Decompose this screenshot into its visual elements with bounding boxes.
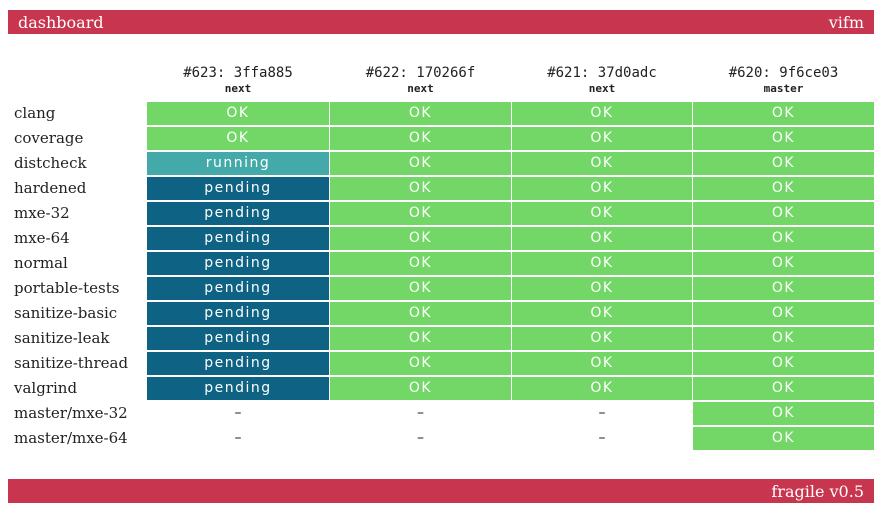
branch-label: next	[588, 82, 616, 95]
status-empty: –	[417, 405, 424, 421]
status-cell-ok[interactable]: OK	[330, 277, 511, 300]
status-cell-ok[interactable]: OK	[512, 352, 692, 375]
status-cell-ok[interactable]: OK	[147, 102, 329, 125]
project-link[interactable]: vifm	[828, 12, 864, 32]
status-cell-ok[interactable]: OK	[693, 127, 874, 150]
build-name: mxe-32	[14, 204, 70, 222]
version-label: fragile v0.5	[771, 481, 864, 501]
status-cell-pending[interactable]: pending	[147, 202, 329, 225]
status-cell-ok[interactable]: OK	[330, 327, 511, 350]
status-cell-ok[interactable]: OK	[693, 302, 874, 325]
header-bar: dashboard vifm	[8, 10, 874, 34]
status-cell-pending[interactable]: pending	[147, 252, 329, 275]
commit-link[interactable]: #620: 9f6ce03	[728, 65, 839, 81]
status-cell-ok[interactable]: OK	[693, 427, 874, 450]
status-cell-ok[interactable]: OK	[512, 102, 692, 125]
status-empty: –	[234, 430, 242, 446]
status-cell-pending[interactable]: pending	[147, 352, 329, 375]
status-cell-ok[interactable]: OK	[330, 152, 511, 175]
status-cell-ok[interactable]: OK	[330, 177, 511, 200]
status-cell-ok[interactable]: OK	[512, 152, 692, 175]
status-cell-ok[interactable]: OK	[330, 252, 511, 275]
status-cell-pending[interactable]: pending	[147, 227, 329, 250]
status-cell-ok[interactable]: OK	[512, 127, 692, 150]
status-cell-ok[interactable]: OK	[512, 302, 692, 325]
status-cell-ok[interactable]: OK	[330, 227, 511, 250]
status-cell-ok[interactable]: OK	[512, 327, 692, 350]
column-header: #620: 9f6ce03 master	[694, 64, 874, 96]
branch-label: next	[224, 82, 252, 95]
status-cell-pending[interactable]: pending	[147, 327, 329, 350]
status-cell-pending[interactable]: pending	[147, 377, 329, 400]
commit-link[interactable]: #623: 3ffa885	[183, 65, 293, 81]
status-cell-ok[interactable]: OK	[693, 102, 874, 125]
status-cell-ok[interactable]: OK	[693, 327, 874, 350]
status-cell-ok[interactable]: OK	[693, 402, 874, 425]
status-cell-ok[interactable]: OK	[512, 227, 692, 250]
commit-link[interactable]: #621: 37d0adc	[547, 65, 657, 81]
status-cell-ok[interactable]: OK	[693, 227, 874, 250]
status-cell-pending[interactable]: pending	[147, 302, 329, 325]
status-cell-ok[interactable]: OK	[330, 352, 511, 375]
status-cell-ok[interactable]: OK	[512, 377, 692, 400]
column-header: #622: 170266f next	[331, 64, 511, 96]
build-name: hardened	[14, 179, 87, 197]
status-empty: –	[598, 430, 606, 446]
branch-label: next	[407, 82, 434, 95]
status-cell-pending[interactable]: pending	[147, 177, 329, 200]
status-cell-running[interactable]: running	[147, 152, 329, 175]
status-cell-ok[interactable]: OK	[693, 252, 874, 275]
status-cell-ok[interactable]: OK	[693, 377, 874, 400]
status-cell-ok[interactable]: OK	[330, 377, 511, 400]
status-cell-ok[interactable]: OK	[147, 127, 329, 150]
status-cell-ok[interactable]: OK	[512, 177, 692, 200]
build-name: sanitize-thread	[14, 354, 129, 372]
build-name: distcheck	[14, 154, 87, 172]
build-name: master/mxe-32	[14, 404, 128, 422]
status-empty: –	[234, 405, 242, 421]
column-header: #621: 37d0adc next	[512, 64, 692, 96]
commit-link[interactable]: #622: 170266f	[365, 65, 476, 81]
status-cell-ok[interactable]: OK	[330, 127, 511, 150]
status-cell-ok[interactable]: OK	[512, 252, 692, 275]
status-cell-pending[interactable]: pending	[147, 277, 329, 300]
build-name: master/mxe-64	[14, 429, 128, 447]
build-name: sanitize-leak	[14, 329, 110, 347]
build-name: normal	[14, 254, 68, 272]
status-cell-ok[interactable]: OK	[330, 302, 511, 325]
branch-label: master	[763, 82, 804, 95]
build-name: mxe-64	[14, 229, 70, 247]
status-empty: –	[598, 405, 606, 421]
column-header: #623: 3ffa885 next	[148, 64, 328, 96]
build-name: coverage	[14, 129, 84, 147]
build-name: portable-tests	[14, 279, 120, 297]
status-empty: –	[417, 430, 424, 446]
status-cell-ok[interactable]: OK	[693, 152, 874, 175]
footer-bar: fragile v0.5	[8, 479, 874, 503]
status-cell-ok[interactable]: OK	[693, 202, 874, 225]
status-cell-ok[interactable]: OK	[330, 202, 511, 225]
status-cell-ok[interactable]: OK	[693, 277, 874, 300]
status-cell-ok[interactable]: OK	[330, 102, 511, 125]
build-name: clang	[14, 104, 56, 122]
status-cell-ok[interactable]: OK	[693, 177, 874, 200]
status-cell-ok[interactable]: OK	[693, 352, 874, 375]
status-cell-ok[interactable]: OK	[512, 277, 692, 300]
build-name: sanitize-basic	[14, 304, 118, 322]
dashboard-link[interactable]: dashboard	[18, 12, 104, 32]
build-name: valgrind	[14, 379, 78, 397]
status-cell-ok[interactable]: OK	[512, 202, 692, 225]
